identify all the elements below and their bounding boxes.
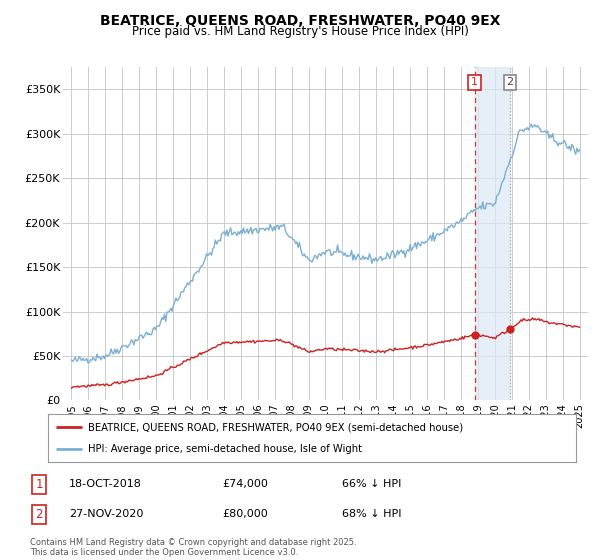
Text: 66% ↓ HPI: 66% ↓ HPI bbox=[342, 479, 401, 489]
Text: 2: 2 bbox=[35, 507, 43, 521]
Text: BEATRICE, QUEENS ROAD, FRESHWATER, PO40 9EX (semi-detached house): BEATRICE, QUEENS ROAD, FRESHWATER, PO40 … bbox=[88, 422, 463, 432]
Text: Contains HM Land Registry data © Crown copyright and database right 2025.
This d: Contains HM Land Registry data © Crown c… bbox=[30, 538, 356, 557]
Text: 1: 1 bbox=[471, 77, 478, 87]
Text: £80,000: £80,000 bbox=[222, 509, 268, 519]
Text: 18-OCT-2018: 18-OCT-2018 bbox=[69, 479, 142, 489]
Text: £74,000: £74,000 bbox=[222, 479, 268, 489]
Text: Price paid vs. HM Land Registry's House Price Index (HPI): Price paid vs. HM Land Registry's House … bbox=[131, 25, 469, 38]
Text: 27-NOV-2020: 27-NOV-2020 bbox=[69, 509, 143, 519]
Text: HPI: Average price, semi-detached house, Isle of Wight: HPI: Average price, semi-detached house,… bbox=[88, 444, 362, 454]
Text: 1: 1 bbox=[35, 478, 43, 491]
Text: BEATRICE, QUEENS ROAD, FRESHWATER, PO40 9EX: BEATRICE, QUEENS ROAD, FRESHWATER, PO40 … bbox=[100, 14, 500, 28]
Bar bbox=[475, 67, 510, 400]
Text: 2: 2 bbox=[506, 77, 514, 87]
Text: 68% ↓ HPI: 68% ↓ HPI bbox=[342, 509, 401, 519]
